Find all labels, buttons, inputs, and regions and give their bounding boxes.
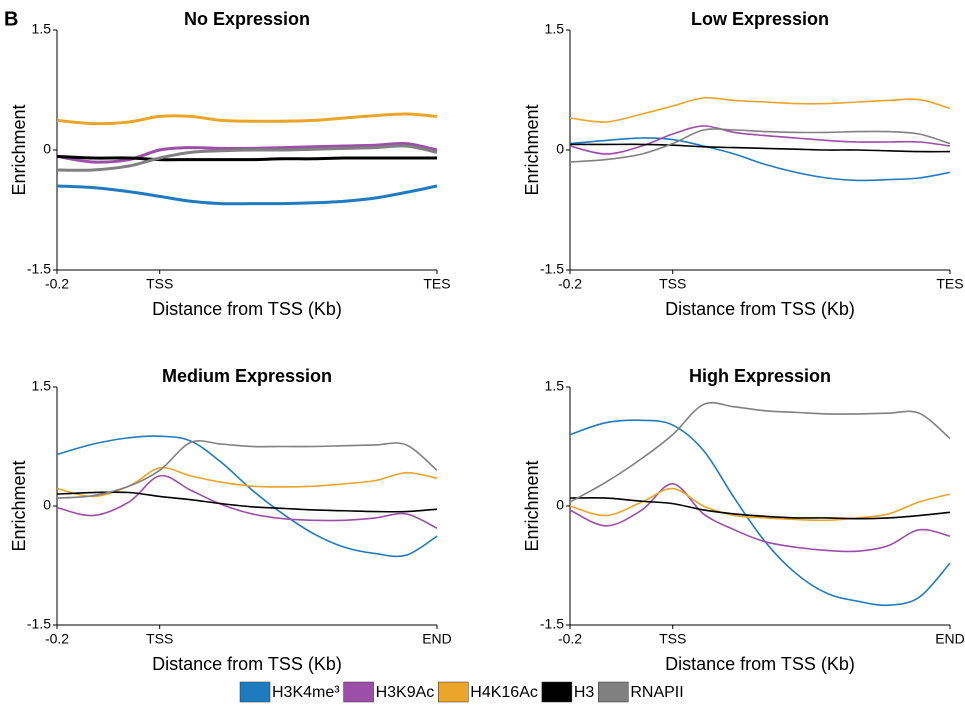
y-axis-label: Enrichment: [522, 460, 542, 551]
series-line: [56, 184, 438, 206]
x-tick-label: -0.2: [45, 276, 69, 292]
series-line: [56, 144, 438, 172]
legend-label: H3: [574, 684, 595, 701]
series-line: [56, 154, 437, 162]
series-line: [56, 491, 438, 513]
legend-swatch: [541, 681, 573, 703]
y-tick-label: -1.5: [540, 616, 564, 632]
series-line: [569, 125, 951, 155]
series-line: [569, 401, 951, 503]
y-tick-label: 0: [43, 141, 51, 157]
series-line: [569, 497, 951, 520]
series-line: [569, 97, 951, 123]
legend-swatch: [598, 681, 629, 703]
legend-swatch: [438, 681, 469, 703]
series-line: [570, 143, 951, 153]
x-tick-label: TES: [936, 276, 963, 292]
y-tick-label: 1.5: [32, 378, 52, 394]
x-axis-label: Distance from TSS (Kb): [152, 299, 342, 319]
y-tick-label: 1.5: [545, 378, 565, 394]
x-axis-label: Distance from TSS (Kb): [665, 299, 855, 319]
y-tick-label: 1.5: [32, 21, 52, 37]
legend-swatch: [239, 681, 271, 703]
y-tick-label: 0: [556, 141, 564, 157]
x-tick-label: TSS: [146, 631, 173, 647]
legend-swatch: [343, 681, 374, 703]
series-line: [569, 128, 951, 163]
x-tick-label: TSS: [659, 276, 686, 292]
legend-label: H3K9Ac: [376, 684, 435, 701]
y-axis-label: Enrichment: [9, 460, 29, 551]
panel-label: B: [4, 8, 18, 30]
x-tick-label: -0.2: [45, 631, 69, 647]
y-tick-label: -1.5: [540, 261, 564, 277]
y-tick-label: -1.5: [27, 261, 51, 277]
x-tick-label: -0.2: [558, 631, 582, 647]
series-line: [56, 440, 438, 499]
y-axis-label: Enrichment: [9, 104, 29, 195]
y-tick-label: 1.5: [545, 21, 565, 37]
series-line: [56, 474, 438, 529]
legend-label: H4K16Ac: [470, 684, 538, 701]
x-tick-label: TSS: [146, 276, 173, 292]
y-tick-label: 0: [556, 497, 564, 513]
legend-label: H3K4me³: [272, 684, 340, 701]
series-line: [56, 141, 438, 164]
chart-title: No Expression: [184, 9, 310, 29]
series-line: [56, 435, 438, 558]
chart-title: Low Expression: [691, 9, 829, 29]
x-tick-label: END: [422, 631, 452, 647]
x-axis-label: Distance from TSS (Kb): [665, 654, 855, 674]
x-tick-label: -0.2: [558, 276, 582, 292]
x-tick-label: END: [935, 631, 965, 647]
y-axis-label: Enrichment: [522, 104, 542, 195]
x-axis-label: Distance from TSS (Kb): [152, 654, 342, 674]
y-tick-label: -1.5: [27, 616, 51, 632]
series-line: [56, 112, 438, 126]
chart-title: Medium Expression: [162, 366, 332, 386]
legend-label: RNAPII: [630, 684, 683, 701]
x-tick-label: TSS: [659, 631, 686, 647]
series-line: [569, 482, 951, 553]
chart-title: High Expression: [689, 366, 831, 386]
series-line: [569, 137, 951, 182]
y-tick-label: 0: [43, 497, 51, 513]
x-tick-label: TES: [423, 276, 450, 292]
